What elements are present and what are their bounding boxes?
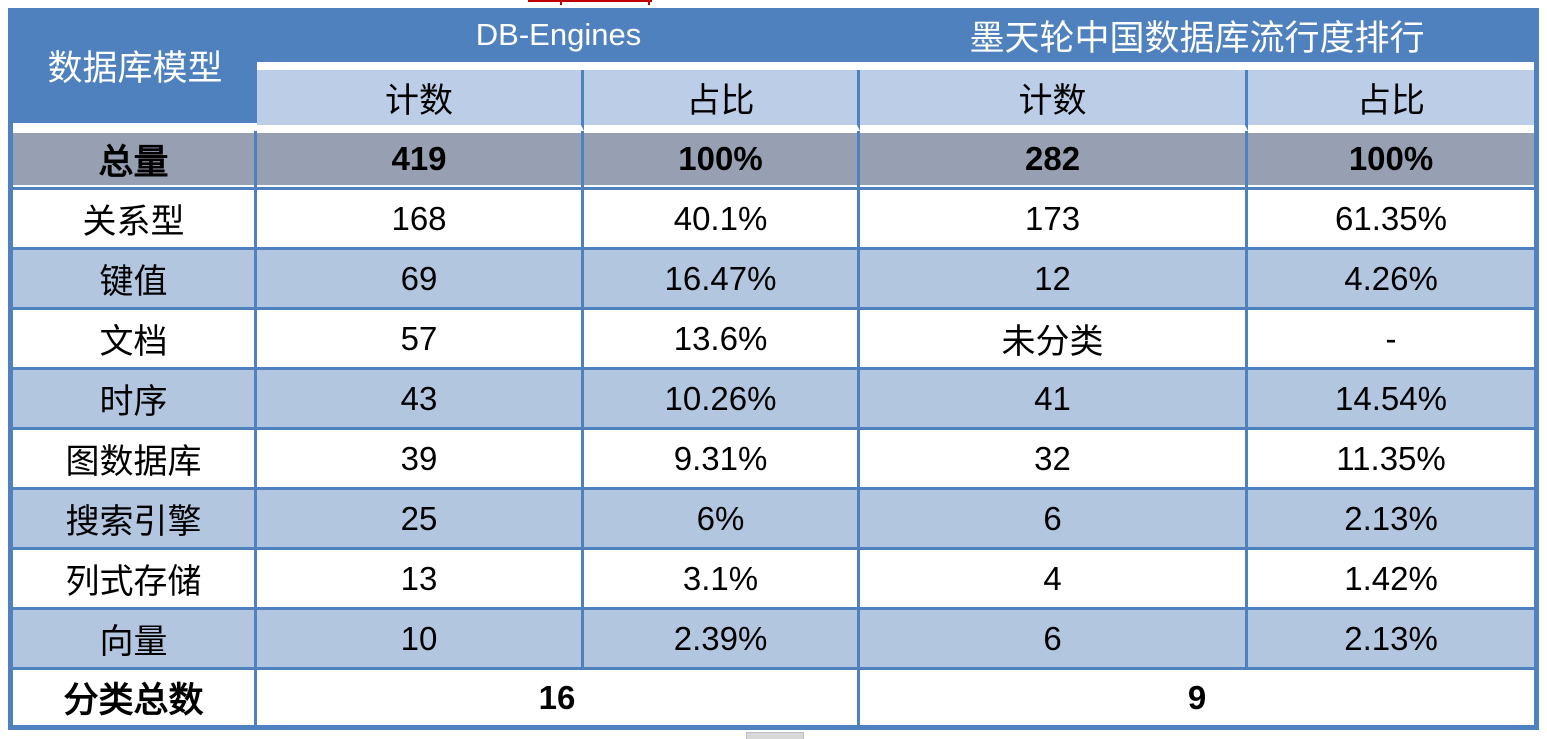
db-share-cell: 6% [584, 490, 861, 550]
row-label-category-total: 分类总数 [13, 670, 257, 725]
db-count-cell: 25 [257, 490, 584, 550]
crop-artifact-red-line [528, 0, 652, 2]
modb-count-cell: 32 [860, 430, 1249, 490]
crop-artifact-red-tick [560, 0, 562, 5]
database-model-comparison-table: 数据库模型 DB-Engines 墨天轮中国数据库流行度排行 计数 占比 计数 … [8, 8, 1539, 730]
subheader-count-1: 计数 [257, 70, 584, 131]
sub-header-row: 计数 占比 计数 占比 [13, 70, 1535, 131]
category-total-row: 分类总数 16 9 [13, 670, 1535, 725]
group-header-db-engines: DB-Engines [257, 8, 861, 70]
total-row: 总量 419 100% 282 100% [13, 131, 1535, 190]
db-share-cell: 13.6% [584, 310, 861, 370]
db-count-cell: 10 [257, 610, 584, 670]
row-label: 键值 [13, 250, 257, 310]
modb-count-cell: 6 [860, 490, 1249, 550]
modb-share-cell: 2.13% [1248, 490, 1535, 550]
subheader-share-2: 占比 [1248, 70, 1535, 131]
modb-share-cell: 61.35% [1248, 190, 1535, 250]
data-row-relational: 关系型 168 40.1% 173 61.35% [13, 190, 1535, 250]
data-row-search-engine: 搜索引擎 25 6% 6 2.13% [13, 490, 1535, 550]
modb-count-cell: 12 [860, 250, 1249, 310]
modb-count-cell: 6 [860, 610, 1249, 670]
db-count-cell: 13 [257, 550, 584, 610]
total-db-share: 100% [584, 131, 861, 190]
modb-share-cell: 1.42% [1248, 550, 1535, 610]
db-share-cell: 16.47% [584, 250, 861, 310]
data-row-time-series: 时序 43 10.26% 41 14.54% [13, 370, 1535, 430]
row-label: 关系型 [13, 190, 257, 250]
group-header-modb: 墨天轮中国数据库流行度排行 [860, 8, 1535, 70]
data-row-graph: 图数据库 39 9.31% 32 11.35% [13, 430, 1535, 490]
db-share-cell: 10.26% [584, 370, 861, 430]
total-modb-share: 100% [1248, 131, 1535, 190]
data-row-document: 文档 57 13.6% 未分类 - [13, 310, 1535, 370]
row-label: 文档 [13, 310, 257, 370]
total-modb-count: 282 [860, 131, 1249, 190]
crop-artifact-scrollbar [746, 732, 804, 739]
data-row-vector: 向量 10 2.39% 6 2.13% [13, 610, 1535, 670]
modb-count-cell: 4 [860, 550, 1249, 610]
modb-share-cell: 4.26% [1248, 250, 1535, 310]
db-share-cell: 40.1% [584, 190, 861, 250]
db-count-cell: 57 [257, 310, 584, 370]
db-category-total: 16 [257, 670, 861, 725]
data-row-key-value: 键值 69 16.47% 12 4.26% [13, 250, 1535, 310]
modb-count-cell: 41 [860, 370, 1249, 430]
db-count-cell: 39 [257, 430, 584, 490]
modb-share-cell: 14.54% [1248, 370, 1535, 430]
row-label: 向量 [13, 610, 257, 670]
modb-count-cell: 未分类 [860, 310, 1249, 370]
row-label: 图数据库 [13, 430, 257, 490]
row-label: 时序 [13, 370, 257, 430]
modb-share-cell: - [1248, 310, 1535, 370]
db-share-cell: 3.1% [584, 550, 861, 610]
modb-category-total: 9 [860, 670, 1535, 725]
db-share-cell: 2.39% [584, 610, 861, 670]
db-count-cell: 69 [257, 250, 584, 310]
row-label-total: 总量 [13, 131, 257, 190]
row-label: 列式存储 [13, 550, 257, 610]
subheader-share-1: 占比 [584, 70, 861, 131]
total-db-count: 419 [257, 131, 584, 190]
modb-share-cell: 11.35% [1248, 430, 1535, 490]
crop-artifact-red-tick [648, 0, 650, 5]
corner-header-cell: 数据库模型 [13, 8, 257, 131]
comparison-table: 数据库模型 DB-Engines 墨天轮中国数据库流行度排行 计数 占比 计数 … [13, 8, 1535, 725]
data-row-columnar: 列式存储 13 3.1% 4 1.42% [13, 550, 1535, 610]
modb-share-cell: 2.13% [1248, 610, 1535, 670]
subheader-count-2: 计数 [860, 70, 1249, 131]
group-header-row: 数据库模型 DB-Engines 墨天轮中国数据库流行度排行 [13, 8, 1535, 131]
row-label: 搜索引擎 [13, 490, 257, 550]
db-count-cell: 168 [257, 190, 584, 250]
db-count-cell: 43 [257, 370, 584, 430]
modb-count-cell: 173 [860, 190, 1249, 250]
db-share-cell: 9.31% [584, 430, 861, 490]
